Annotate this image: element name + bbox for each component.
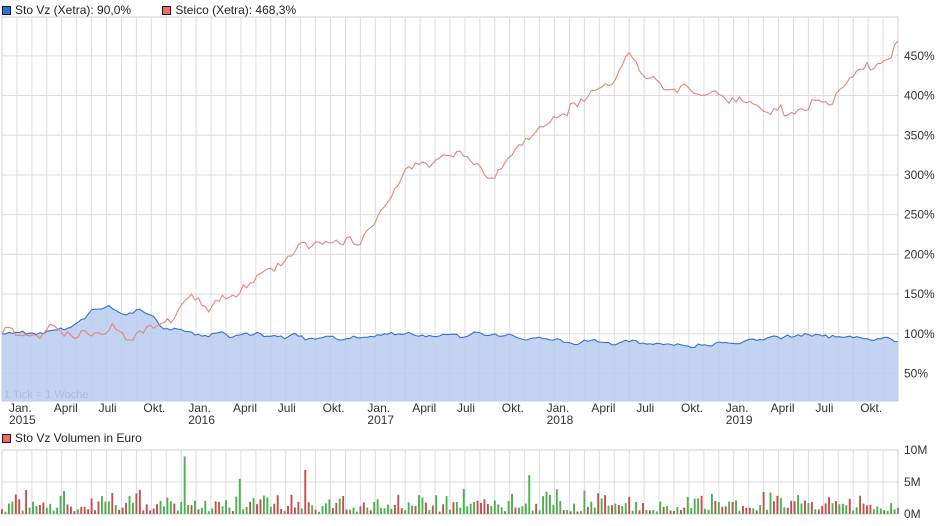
svg-text:Okt.: Okt. [502,401,524,415]
svg-text:400%: 400% [904,89,935,103]
svg-text:Juli: Juli [99,401,117,415]
svg-text:2019: 2019 [726,413,753,427]
svg-text:Juli: Juli [457,401,475,415]
svg-text:Juli: Juli [815,401,833,415]
svg-text:Juli: Juli [278,401,296,415]
svg-text:5M: 5M [904,475,921,489]
svg-text:150%: 150% [904,287,935,301]
svg-text:Okt.: Okt. [323,401,345,415]
svg-text:300%: 300% [904,168,935,182]
svg-text:2015: 2015 [9,413,36,427]
svg-text:2017: 2017 [367,413,394,427]
svg-text:100%: 100% [904,327,935,341]
svg-text:250%: 250% [904,208,935,222]
svg-text:April: April [771,401,795,415]
svg-text:2016: 2016 [188,413,215,427]
svg-text:450%: 450% [904,49,935,63]
svg-text:Okt.: Okt. [681,401,703,415]
svg-text:April: April [233,401,257,415]
svg-text:April: April [54,401,78,415]
svg-text:10M: 10M [904,445,927,457]
svg-text:350%: 350% [904,128,935,142]
svg-text:200%: 200% [904,247,935,261]
svg-text:Juli: Juli [636,401,654,415]
svg-text:2018: 2018 [547,413,574,427]
svg-text:50%: 50% [904,367,928,381]
svg-text:0M: 0M [904,507,921,521]
svg-text:April: April [591,401,615,415]
svg-text:April: April [412,401,436,415]
svg-text:Okt.: Okt. [860,401,882,415]
svg-text:Okt.: Okt. [143,401,165,415]
